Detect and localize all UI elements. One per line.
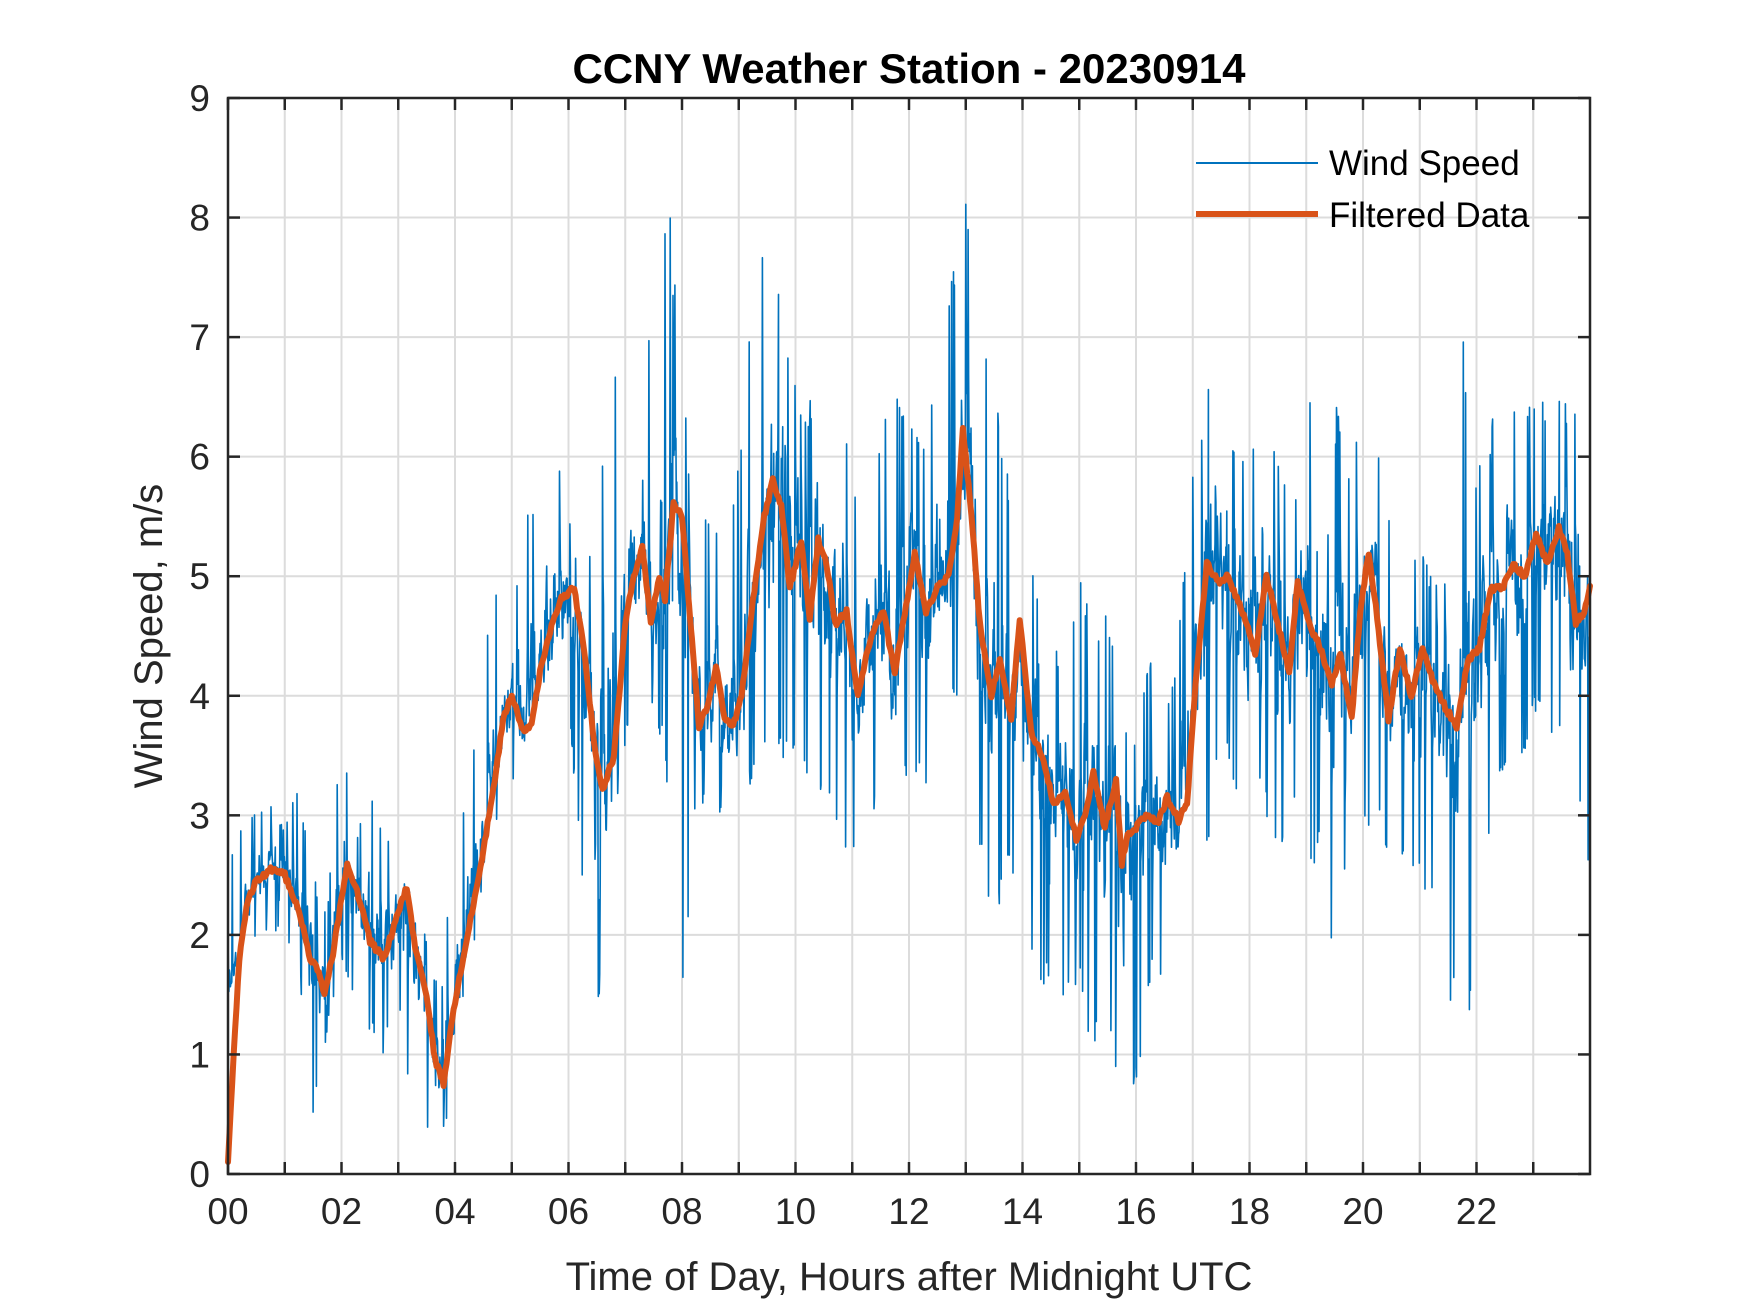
legend: Wind Speed Filtered Data xyxy=(1196,144,1530,235)
x-tick-label: 06 xyxy=(548,1191,589,1232)
legend-wind-speed-label: Wind Speed xyxy=(1329,144,1520,183)
y-tick-labels: 0 1 2 3 4 5 6 7 8 9 xyxy=(189,78,210,1195)
x-axis-label: Time of Day, Hours after Midnight UTC xyxy=(566,1255,1253,1299)
x-tick-label: 12 xyxy=(888,1191,929,1232)
y-tick-label: 0 xyxy=(189,1154,210,1195)
y-axis-label: Wind Speed, m/s xyxy=(127,484,171,789)
legend-filtered-data-label: Filtered Data xyxy=(1329,196,1530,235)
y-tick-label: 4 xyxy=(189,676,210,717)
y-tick-label: 8 xyxy=(189,198,210,239)
y-tick-label: 9 xyxy=(189,78,210,119)
y-tick-label: 5 xyxy=(189,556,210,597)
x-tick-label: 10 xyxy=(775,1191,816,1232)
x-tick-label: 16 xyxy=(1115,1191,1156,1232)
filtered-data-series xyxy=(225,425,1593,1165)
x-tick-label: 22 xyxy=(1456,1191,1497,1232)
y-tick-label: 1 xyxy=(189,1034,210,1075)
x-tick-label: 02 xyxy=(321,1191,362,1232)
chart-title: CCNY Weather Station - 20230914 xyxy=(572,45,1246,92)
x-tick-label: 18 xyxy=(1229,1191,1270,1232)
y-tick-label: 7 xyxy=(189,317,210,358)
x-tick-label: 08 xyxy=(661,1191,702,1232)
y-tick-label: 3 xyxy=(189,795,210,836)
x-tick-label: 04 xyxy=(434,1191,475,1232)
y-tick-label: 6 xyxy=(189,437,210,478)
axes xyxy=(226,96,1592,1176)
y-tick-label: 2 xyxy=(189,915,210,956)
x-tick-labels: 00 02 04 06 08 10 12 14 16 18 20 22 xyxy=(207,1191,1497,1232)
filtered-data-line xyxy=(225,425,1593,1165)
x-tick-label: 00 xyxy=(207,1191,248,1232)
x-tick-label: 20 xyxy=(1342,1191,1383,1232)
x-tick-label: 14 xyxy=(1002,1191,1043,1232)
